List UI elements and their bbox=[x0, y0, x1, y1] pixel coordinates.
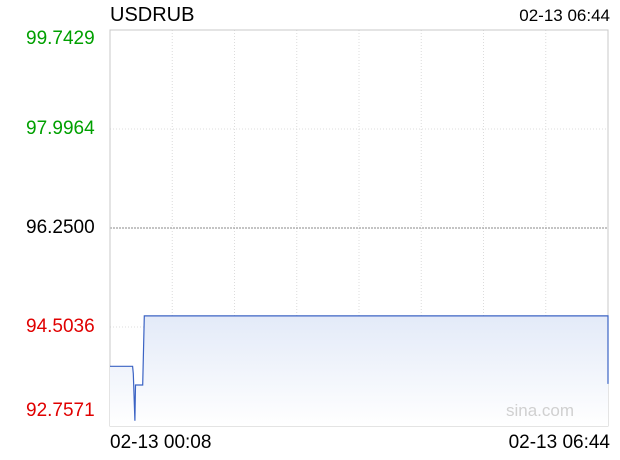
y-tick-label: 97.9964 bbox=[26, 118, 95, 139]
y-tick-label: 92.7571 bbox=[26, 400, 95, 421]
y-tick-label: 94.5036 bbox=[26, 315, 95, 337]
chart-title: USDRUB bbox=[110, 4, 195, 26]
y-tick-label: 99.7429 bbox=[26, 28, 95, 49]
series-area bbox=[110, 315, 608, 426]
watermark: sina.com bbox=[506, 401, 575, 420]
y-tick-label: 96.2500 bbox=[26, 217, 95, 238]
x-tick-label-end: 02-13 06:44 bbox=[508, 432, 610, 453]
series-line bbox=[110, 315, 609, 421]
x-tick-label-start: 02-13 00:08 bbox=[110, 432, 212, 453]
chart-timestamp: 02-13 06:44 bbox=[519, 6, 610, 25]
